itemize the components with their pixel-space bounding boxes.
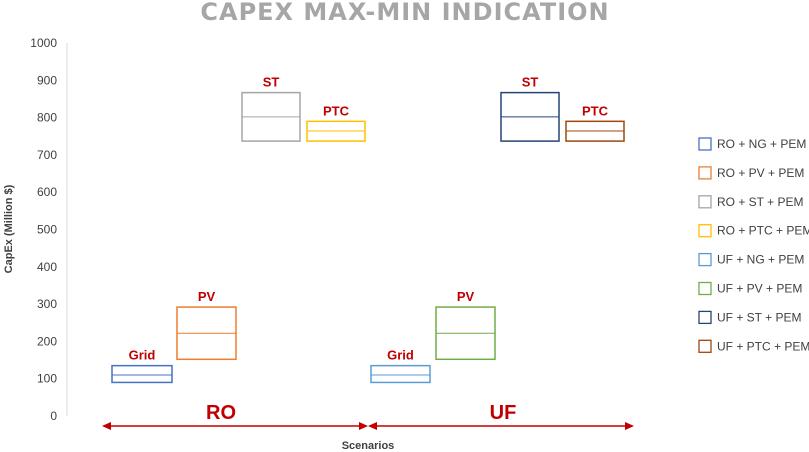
y-tick-label: 500 [37,223,57,237]
y-tick-label: 1000 [30,36,57,50]
legend-swatch [698,339,712,353]
box-label: PV [457,289,475,304]
y-tick-label: 300 [37,297,57,311]
box-label: Grid [387,348,414,363]
group-label-uf: UF [490,402,517,424]
box-label: ST [263,75,280,90]
legend-swatch [698,195,712,209]
legend-entry: RO + NG + PEM [717,137,806,151]
group-arrowhead-left [102,422,111,430]
y-axis-ticks: 0 100 200 300 400 500 600 700 800 900 1000 [30,36,57,423]
legend-swatch [698,137,712,151]
legend-swatch [698,166,712,180]
y-tick-label: 600 [37,185,57,199]
box-ro-ng-pem [111,364,173,384]
box-label: PTC [323,103,350,118]
legend-entry: UF + NG + PEM [717,253,804,267]
group-arrowhead-left [368,422,377,430]
legend-entry: UF + PTC + PEM [717,339,809,353]
box-label: PTC [582,103,609,118]
x-axis-label: Scenarios [342,440,395,452]
chart-title: CAPEX MAX-MIN INDICATION [200,0,609,26]
y-tick-label: 800 [37,111,57,125]
group-arrowhead-right [625,422,634,430]
legend-entry: UF + ST + PEM [717,310,801,324]
y-tick-label: 100 [37,372,57,386]
y-tick-label: 400 [37,260,57,274]
legend-entry: RO + PV + PEM [717,166,804,180]
scenario-group-markers: RO UF [102,402,634,430]
legend-entry: RO + ST + PEM [717,195,803,209]
legend-swatch [698,224,712,238]
legend-swatch [698,252,712,267]
box-series-group: Grid PV ST PTC Grid PV ST PTC [111,75,625,384]
y-tick-label: 900 [37,73,57,87]
group-label-ro: RO [206,402,236,424]
y-tick-label: 0 [50,409,57,423]
box-uf-ng-pem [370,364,431,384]
chart-legend: RO + NG + PEM RO + PV + PEM RO + ST + PEM R… [698,137,809,353]
y-tick-label: 700 [37,148,57,162]
legend-swatch [698,310,712,325]
box-label: PV [198,289,216,304]
box-label: ST [522,75,539,90]
legend-swatch [698,281,712,296]
legend-entry: UF + PV + PEM [717,282,802,296]
box-label: Grid [129,348,156,363]
y-tick-label: 200 [37,334,57,348]
group-arrowhead-right [359,422,368,430]
legend-entry: RO + PTC + PEM [717,224,809,238]
y-axis-label: CapEx (Million $) [3,184,15,273]
